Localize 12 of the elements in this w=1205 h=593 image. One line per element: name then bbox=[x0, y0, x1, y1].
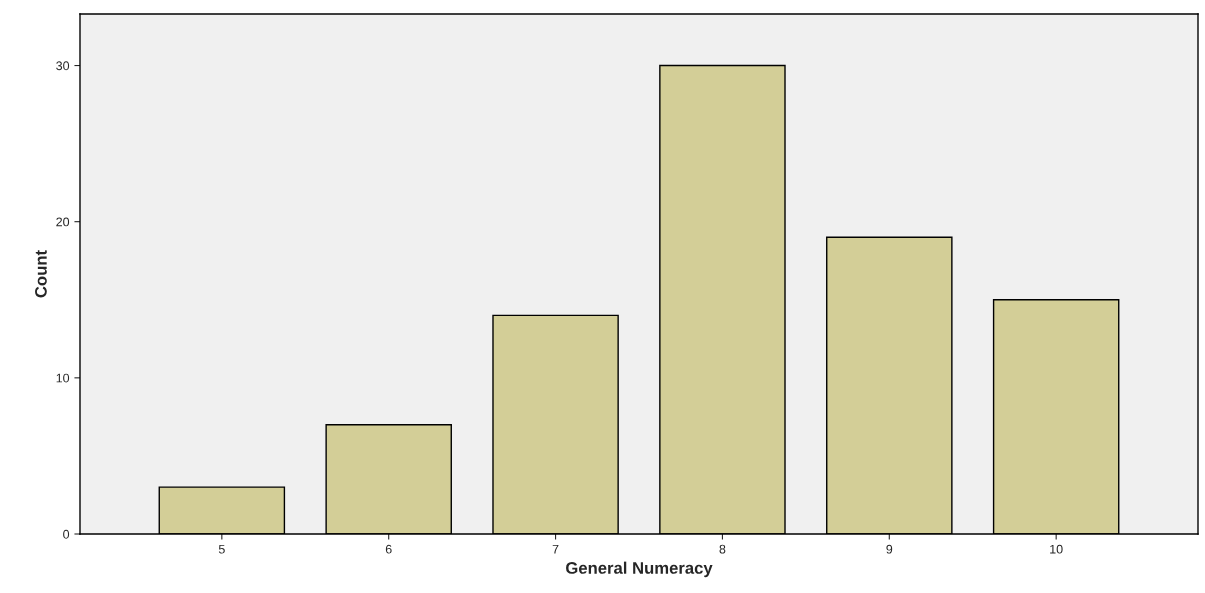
y-tick-label: 10 bbox=[56, 373, 70, 383]
x-axis-title: General Numeracy bbox=[566, 561, 713, 578]
x-tick-label: 7 bbox=[552, 544, 559, 554]
y-axis-title: Count bbox=[35, 250, 47, 298]
y-tick-label: 0 bbox=[63, 529, 70, 539]
y-tick-label: 20 bbox=[56, 217, 70, 227]
x-tick-label: 6 bbox=[385, 544, 392, 554]
x-tick-label: 9 bbox=[886, 544, 893, 554]
x-tick-label: 10 bbox=[1050, 544, 1063, 554]
x-tick-label: 8 bbox=[719, 544, 726, 554]
y-tick-label: 30 bbox=[56, 61, 70, 71]
x-tick-label: 5 bbox=[218, 544, 225, 554]
